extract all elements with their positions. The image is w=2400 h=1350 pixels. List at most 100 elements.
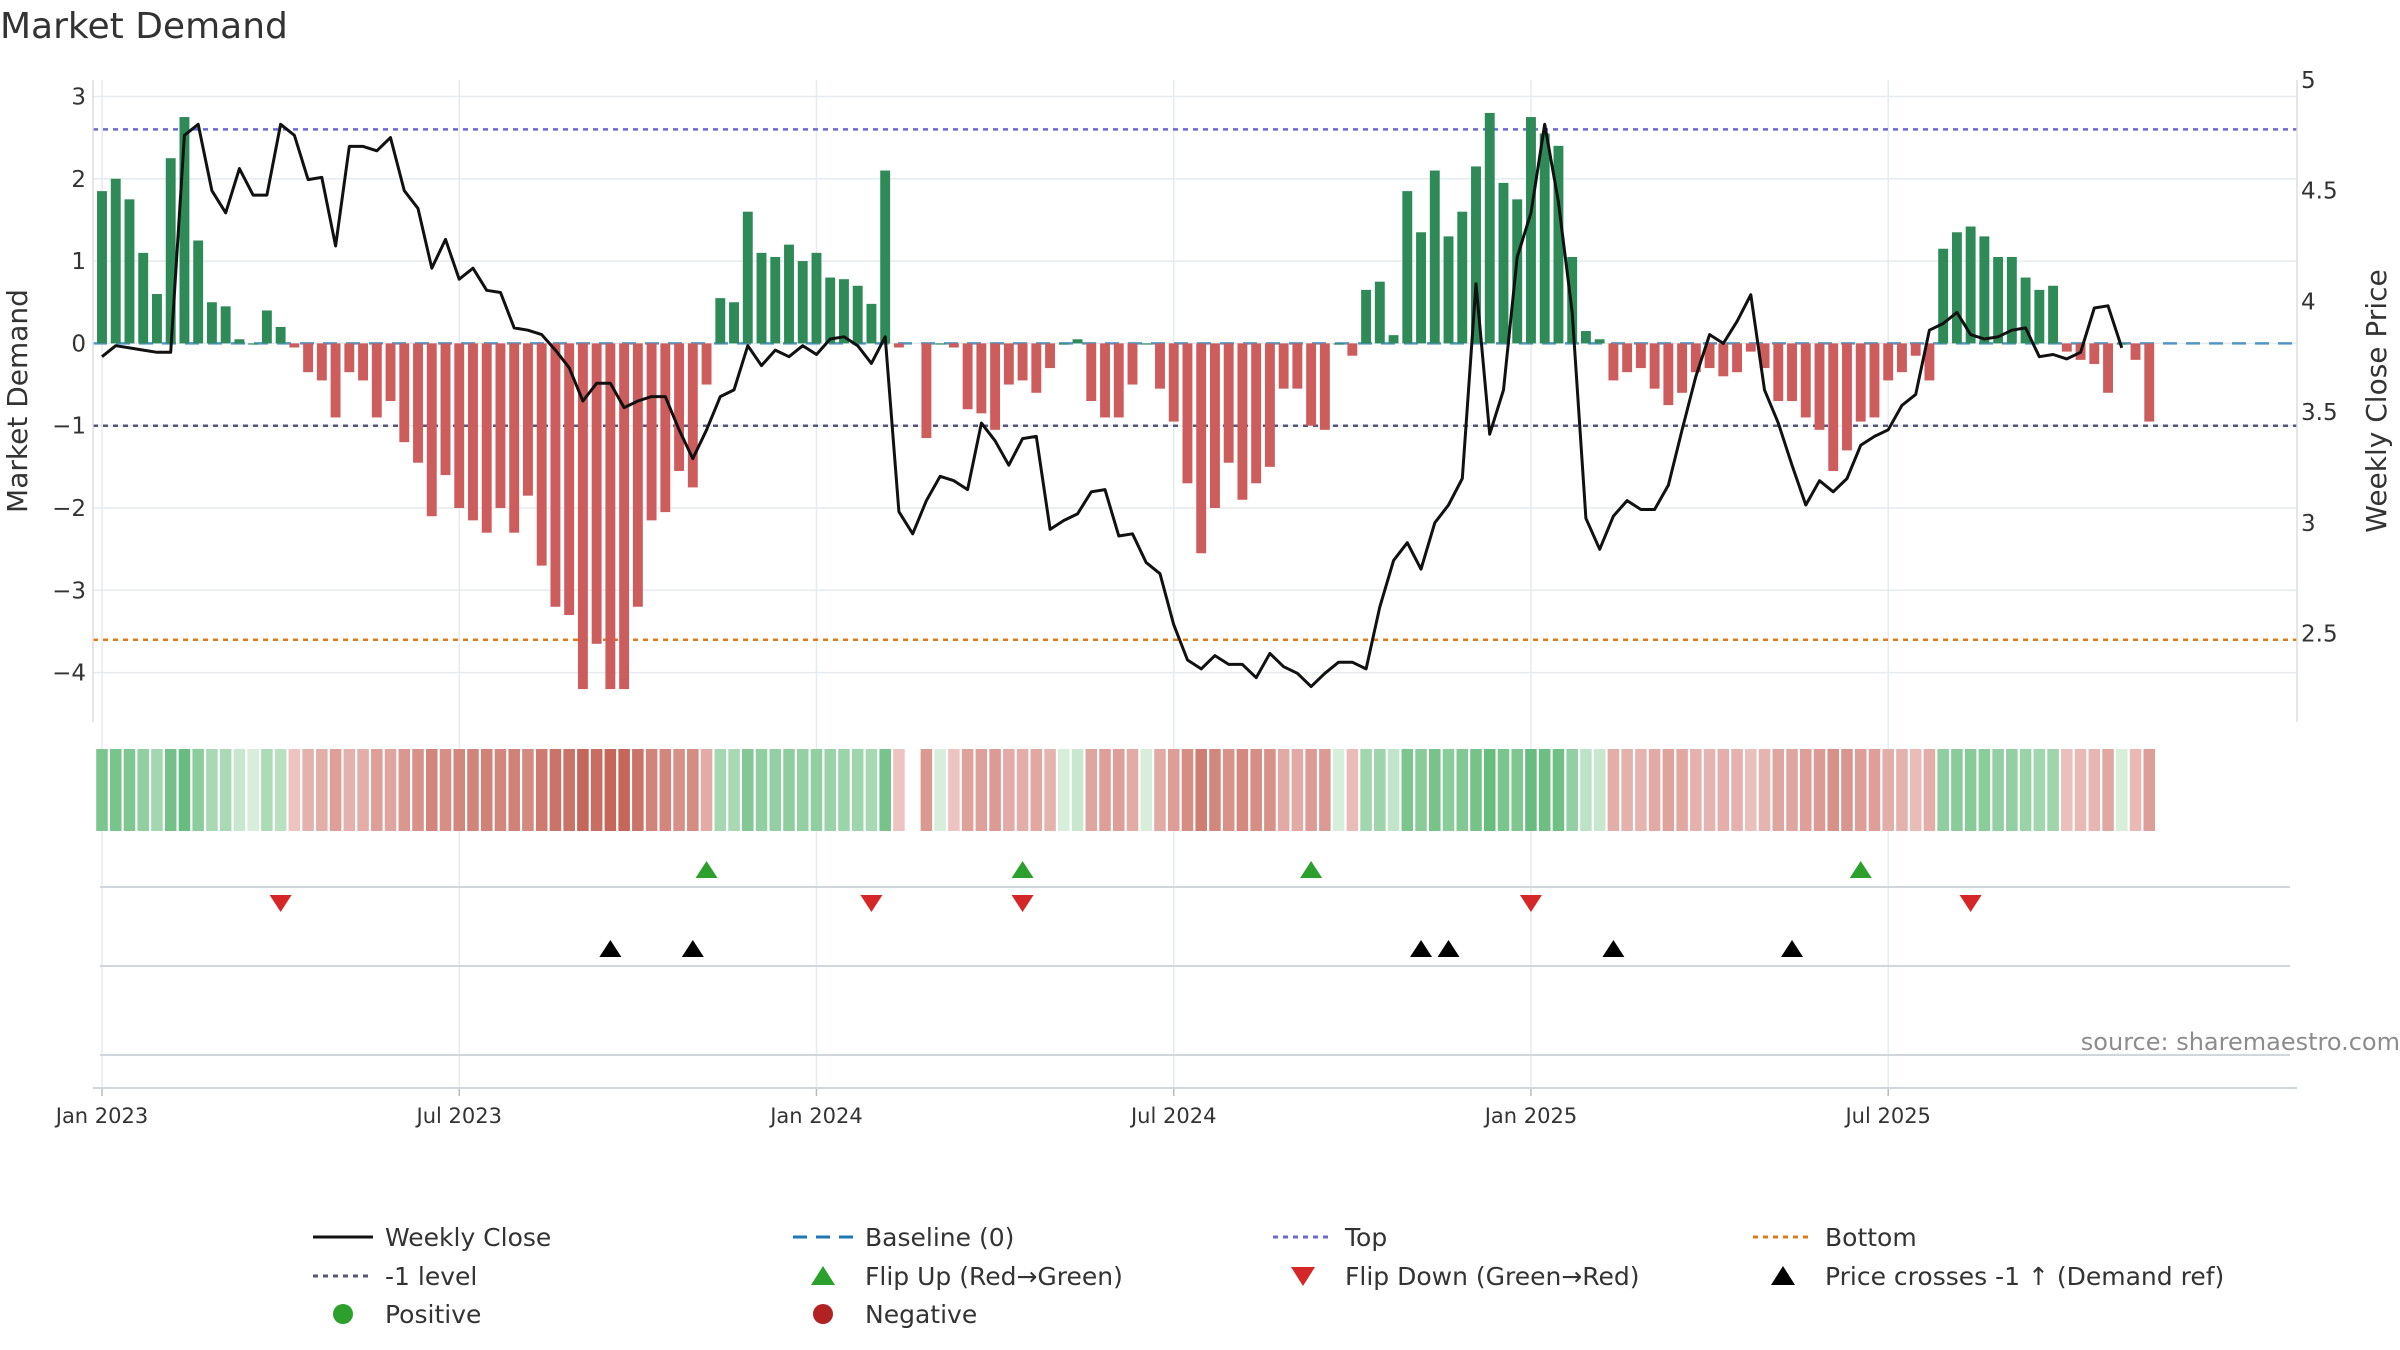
- heat-strip-cell: [1854, 749, 1867, 831]
- heat-strip-cell: [989, 749, 1001, 831]
- heat-strip-cell: [769, 749, 782, 831]
- demand-bar: [2061, 343, 2072, 352]
- heat-strip-cell: [1030, 749, 1043, 831]
- heat-strip-cell: [494, 749, 507, 831]
- y-right-tick-label: 3.5: [2301, 400, 2338, 426]
- heat-strip-cell: [480, 749, 493, 831]
- x-tick-label: Jan 2024: [768, 1104, 863, 1128]
- heat-strip-cell: [975, 749, 988, 831]
- demand-bar: [1429, 170, 1440, 344]
- heat-strip-cell: [302, 749, 314, 831]
- demand-bar: [330, 343, 341, 418]
- demand-bar: [1155, 343, 1165, 389]
- demand-bar: [1209, 343, 1220, 508]
- heat-strip-cell: [920, 749, 933, 831]
- legend-label: Negative: [865, 1300, 977, 1329]
- heat-strip-cell: [1703, 749, 1716, 831]
- demand-bar: [220, 306, 231, 344]
- legend-swatch-triangle-up: [811, 1266, 835, 1285]
- heat-strip-cell: [1058, 749, 1070, 831]
- demand-bar: [715, 298, 726, 344]
- demand-bar: [1223, 343, 1234, 463]
- demand-bar: [1100, 343, 1110, 418]
- heat-strip-cell: [2088, 749, 2101, 831]
- demand-bar: [948, 343, 959, 348]
- heat-strip-cell: [1813, 749, 1826, 831]
- demand-bar: [1938, 248, 1949, 344]
- demand-bar: [1965, 226, 1976, 344]
- demand-bar: [2089, 343, 2100, 364]
- legend-swatch-circle: [333, 1304, 353, 1324]
- heat-strip-cell: [1016, 749, 1029, 831]
- heat-strip-cell: [192, 749, 204, 831]
- heat-strip-cell: [590, 749, 603, 831]
- heat-strip-cell: [1580, 749, 1592, 831]
- demand-bar: [2034, 289, 2045, 344]
- flip-down-marker: [1011, 895, 1034, 912]
- heat-strip-cell: [2143, 749, 2156, 831]
- demand-bar: [1416, 232, 1426, 344]
- heat-strip-cell: [1442, 749, 1455, 831]
- legend-swatch-circle: [813, 1304, 833, 1324]
- heat-strip-cell: [1250, 749, 1262, 831]
- heat-strip-cell: [1167, 749, 1180, 831]
- demand-bar: [385, 343, 396, 401]
- heat-strip-cell: [357, 749, 369, 831]
- heat-strip-cell: [2074, 749, 2087, 831]
- heat-strip-cell: [371, 749, 383, 831]
- demand-bar: [1498, 182, 1509, 344]
- heat-strip-cell: [673, 749, 685, 831]
- demand-bar: [1869, 343, 1880, 418]
- heat-strip-cell: [1387, 749, 1400, 831]
- heat-strip-cell: [1937, 749, 1949, 831]
- demand-bar: [1979, 236, 1990, 344]
- heat-strip-cell: [1319, 749, 1331, 831]
- demand-bar: [1896, 343, 1907, 373]
- demand-bar: [756, 252, 767, 344]
- legend-label: Baseline (0): [865, 1223, 1014, 1252]
- demand-bar: [1677, 343, 1688, 393]
- demand-bar: [1773, 343, 1784, 401]
- heat-strip-cell: [1786, 749, 1798, 831]
- heat-strip-cell: [1140, 749, 1153, 831]
- demand-bar: [742, 211, 753, 344]
- demand-bar: [454, 343, 465, 508]
- event-markers: [93, 861, 2297, 1089]
- demand-bar: [1842, 343, 1852, 451]
- demand-bar: [1526, 117, 1536, 344]
- heat-strip-cell: [1112, 749, 1125, 831]
- demand-bar: [371, 343, 382, 418]
- demand-bar: [248, 343, 259, 345]
- heat-strip-cell: [1951, 749, 1963, 831]
- demand-bar: [97, 191, 107, 344]
- heat-strip-cell: [522, 749, 534, 831]
- heat-strip-cell: [879, 749, 891, 831]
- heat-strip-cell: [961, 749, 974, 831]
- heat-strip-cell: [384, 749, 397, 831]
- demand-bar: [632, 343, 643, 607]
- heat-strip-cell: [714, 749, 727, 831]
- heat-strip-cell: [1360, 749, 1372, 831]
- demand-bar: [2020, 277, 2031, 344]
- demand-bar: [1402, 191, 1413, 344]
- demand-bar: [1745, 343, 1756, 352]
- heat-strip-cell: [1511, 749, 1523, 831]
- heat-strip-cell: [2102, 749, 2114, 831]
- heat-strip-cell: [2116, 749, 2128, 831]
- close-line: [101, 122, 2124, 689]
- price-cross-marker: [1410, 940, 1433, 957]
- heat-strip-cell: [2019, 749, 2032, 831]
- legend-label: Top: [1344, 1223, 1387, 1252]
- heat-strip-cell: [1483, 749, 1496, 831]
- demand-bar: [536, 343, 547, 566]
- heat-strip-cell: [178, 749, 191, 831]
- heat-strip-cell: [824, 749, 836, 831]
- demand-bar: [110, 178, 121, 344]
- demand-bar: [852, 285, 863, 344]
- demand-bar: [880, 170, 891, 344]
- demand-bar: [1017, 343, 1028, 381]
- heat-strip-cell: [109, 749, 122, 831]
- demand-bar: [1704, 343, 1715, 369]
- demand-bar: [784, 244, 794, 344]
